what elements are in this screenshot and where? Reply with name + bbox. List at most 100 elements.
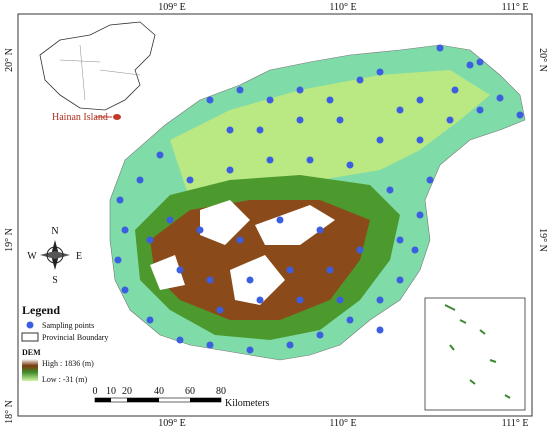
legend-item: Provincial Boundary [42, 333, 108, 342]
compass-w: W [27, 251, 37, 262]
sampling-point [356, 246, 364, 254]
sampling-point [196, 226, 204, 234]
sampling-point [396, 106, 404, 114]
sampling-point [326, 266, 334, 274]
lat-label: 19° N [537, 228, 548, 252]
lat-label: 20° N [537, 48, 548, 72]
lat-label: 18° N [4, 400, 15, 424]
sampling-point [326, 96, 334, 104]
sampling-point [356, 76, 364, 84]
sampling-point [121, 226, 129, 234]
sampling-point [336, 296, 344, 304]
sampling-point [411, 246, 419, 254]
sampling-point [246, 346, 254, 354]
sampling-point [416, 136, 424, 144]
hainan-marker [113, 114, 121, 120]
legend-title: Legend [22, 303, 60, 317]
sampling-points [114, 44, 524, 354]
sampling-point [146, 236, 154, 244]
peak [230, 255, 285, 305]
lat-label: 20° N [4, 48, 15, 72]
sampling-point [376, 296, 384, 304]
dem-low: Low : -31 (m) [42, 375, 87, 384]
sampling-point [376, 326, 384, 334]
sampling-point [176, 266, 184, 274]
sampling-point [446, 116, 454, 124]
sampling-point [306, 156, 314, 164]
sampling-point [426, 176, 434, 184]
sampling-point [451, 86, 459, 94]
sampling-point [296, 86, 304, 94]
sampling-point [166, 216, 174, 224]
sampling-point [206, 276, 214, 284]
scale-unit: Kilometers [225, 398, 270, 409]
islands [444, 304, 511, 399]
sampling-point [386, 186, 394, 194]
lon-label: 111° E [502, 418, 529, 429]
lon-label: 109° E [158, 418, 186, 429]
sampling-point [316, 226, 324, 234]
legend: Legend Sampling points Provincial Bounda… [21, 303, 108, 384]
dem-high: High : 1836 (m) [42, 359, 94, 368]
sampling-point [336, 116, 344, 124]
compass-s: S [52, 275, 58, 286]
sampling-point [146, 316, 154, 324]
scale-tick: 10 [106, 386, 116, 397]
lon-label: 110° E [329, 2, 356, 13]
sampling-point [116, 196, 124, 204]
province-lines [59, 44, 141, 101]
sampling-point [296, 116, 304, 124]
lat-label: 19° N [4, 228, 15, 252]
lowland [170, 70, 490, 200]
sampling-point [286, 266, 294, 274]
sampling-point [266, 156, 274, 164]
sampling-point [206, 96, 214, 104]
peak [150, 255, 185, 290]
scale-tick: 0 [93, 386, 98, 397]
sampling-point [206, 341, 214, 349]
sampling-point [266, 96, 274, 104]
sampling-point [416, 96, 424, 104]
sampling-point [156, 151, 164, 159]
sampling-point [136, 176, 144, 184]
sampling-point [176, 336, 184, 344]
sampling-point [396, 236, 404, 244]
sampling-point [476, 106, 484, 114]
sampling-point [236, 86, 244, 94]
legend-item: Sampling points [42, 321, 94, 330]
sampling-point [286, 341, 294, 349]
scale-tick: 40 [154, 386, 164, 397]
compass-e: E [76, 251, 82, 262]
sampling-point [256, 296, 264, 304]
sea-inset [424, 297, 526, 411]
sampling-point [296, 296, 304, 304]
sampling-point [256, 126, 264, 134]
sampling-point [121, 286, 129, 294]
sampling-point [476, 58, 484, 66]
sampling-point [396, 276, 404, 284]
scale-tick: 80 [216, 386, 226, 397]
sampling-point [416, 211, 424, 219]
lon-label: 111° E [502, 2, 529, 13]
compass-n: N [51, 226, 58, 237]
sampling-point [496, 94, 504, 102]
lon-label: 109° E [158, 2, 186, 13]
sampling-point [376, 136, 384, 144]
compass: N S W E [27, 226, 82, 286]
sampling-point [114, 256, 122, 264]
sampling-point [466, 61, 474, 69]
scale-tick: 60 [185, 386, 195, 397]
sampling-point [226, 166, 234, 174]
sampling-point [246, 276, 254, 284]
sampling-point [316, 331, 324, 339]
china-outline [39, 21, 156, 111]
sampling-point [186, 176, 194, 184]
peak [200, 200, 250, 245]
dem-title: DEM [22, 348, 41, 357]
sampling-point [226, 126, 234, 134]
sampling-point [276, 216, 284, 224]
sampling-point [516, 111, 524, 119]
peak [255, 205, 335, 245]
